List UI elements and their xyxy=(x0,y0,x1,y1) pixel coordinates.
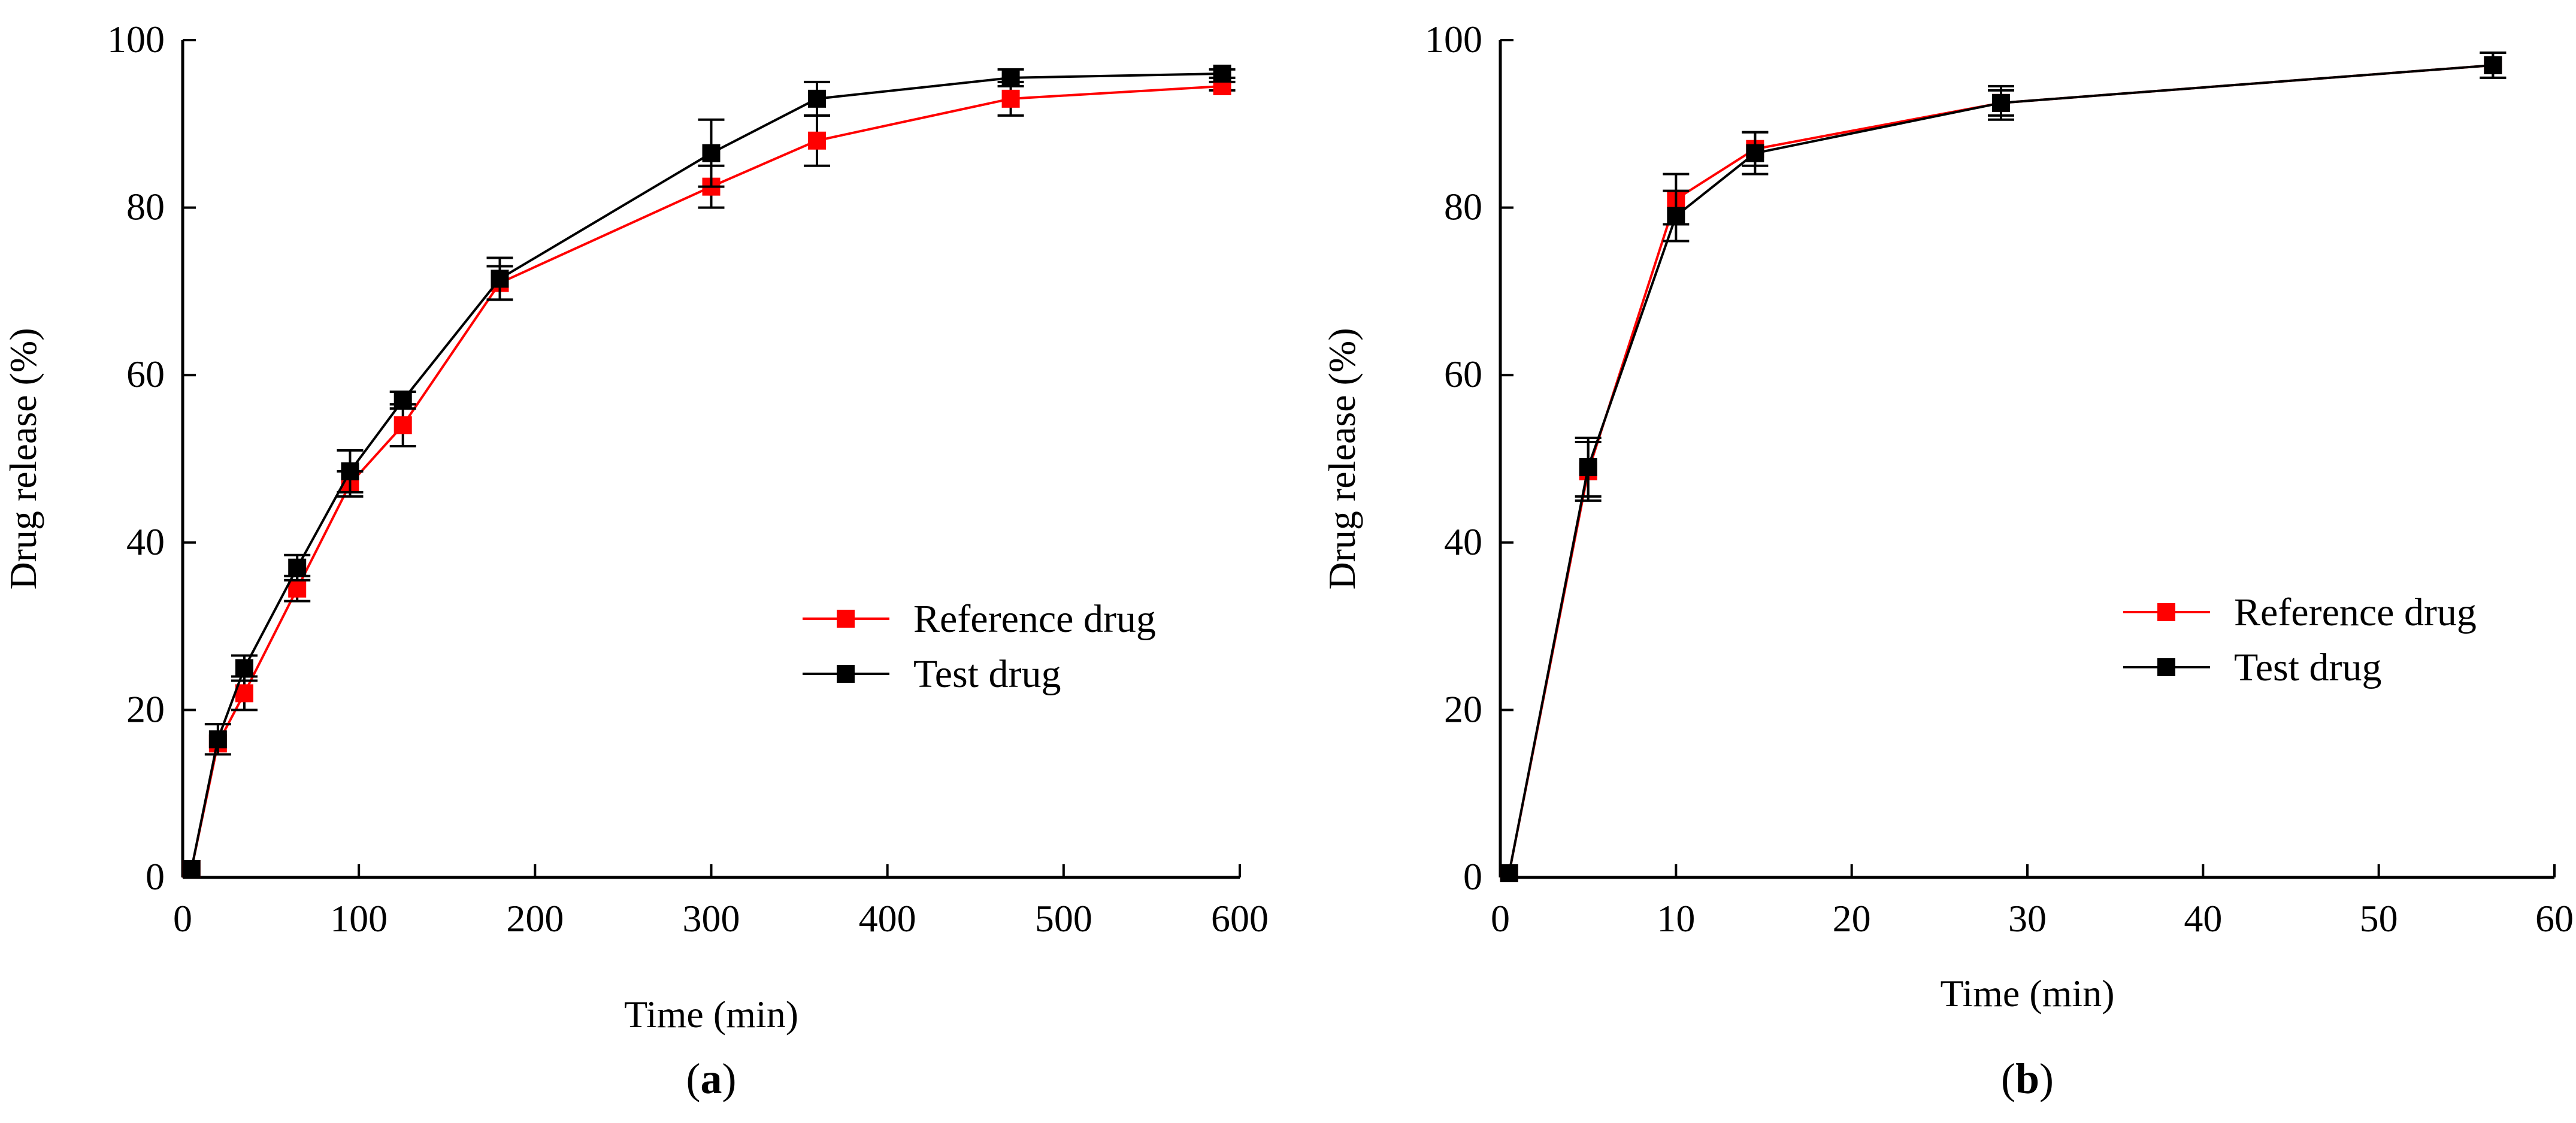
data-point xyxy=(2484,56,2502,74)
data-point xyxy=(288,558,307,577)
series-test xyxy=(182,64,1236,879)
legend-marker xyxy=(837,610,855,628)
panel-label: (a) xyxy=(686,1055,737,1103)
data-point xyxy=(341,462,359,480)
x-axis-title: Time (min) xyxy=(624,993,798,1036)
series-line xyxy=(1508,63,2493,874)
data-point xyxy=(491,270,509,288)
y-axis-title: Drug release (%) xyxy=(1321,328,1363,589)
panel-label: (b) xyxy=(2001,1055,2054,1103)
data-point xyxy=(1667,207,1685,225)
data-point xyxy=(1001,68,1020,87)
data-point xyxy=(1213,64,1231,83)
y-tick-label: 20 xyxy=(126,688,165,730)
legend-label: Reference drug xyxy=(2234,591,2477,634)
x-tick-label: 500 xyxy=(1035,897,1092,940)
x-tick-label: 30 xyxy=(2008,897,2047,940)
x-tick-label: 0 xyxy=(1491,897,1510,940)
x-tick-label: 600 xyxy=(1211,897,1269,940)
data-point xyxy=(393,416,412,435)
y-tick-label: 60 xyxy=(126,353,165,395)
x-tick-label: 300 xyxy=(683,897,740,940)
y-tick-label: 80 xyxy=(126,186,165,228)
panel-label-close: ) xyxy=(2039,1055,2054,1103)
y-tick-label: 60 xyxy=(1444,353,1482,395)
series-reference xyxy=(1500,51,2507,883)
y-tick-label: 40 xyxy=(126,520,165,563)
panel-label-open: ( xyxy=(2001,1055,2015,1103)
series-reference xyxy=(182,77,1236,879)
x-tick-label: 0 xyxy=(173,897,192,940)
y-tick-label: 80 xyxy=(1444,186,1482,228)
x-tick-label: 20 xyxy=(1833,897,1871,940)
data-point xyxy=(1579,458,1597,476)
panel-label-open: ( xyxy=(686,1055,701,1103)
panel-label-close: ) xyxy=(722,1055,737,1103)
legend-label: Test drug xyxy=(2234,646,2382,689)
data-point xyxy=(1500,864,1518,883)
panel-b: 0 20 40 60 80 100 0 10 20 30 40 50 60 Time (min) Drug … xyxy=(1321,18,2574,1103)
panel-a: 0 20 40 60 80 100 0 100 200 300 400 500 600 Time (min… xyxy=(2,18,1269,1103)
legend-marker xyxy=(2157,658,2175,676)
data-point xyxy=(393,391,412,410)
x-tick-label: 60 xyxy=(2535,897,2574,940)
y-tick-label: 100 xyxy=(107,18,165,60)
series-line xyxy=(1508,63,2493,874)
data-point xyxy=(208,730,227,749)
legend-marker xyxy=(2157,603,2175,621)
data-point xyxy=(808,89,826,108)
data-point xyxy=(1992,93,2010,112)
x-tick-label: 10 xyxy=(1657,897,1695,940)
y-tick-label: 20 xyxy=(1444,688,1482,730)
data-point xyxy=(1001,89,1020,108)
x-tick-label: 50 xyxy=(2360,897,2398,940)
panel-label-letter: a xyxy=(701,1055,722,1103)
panel-label-letter: b xyxy=(2015,1055,2039,1103)
data-point xyxy=(182,860,201,879)
series-test xyxy=(1500,51,2507,883)
data-point xyxy=(702,144,721,162)
y-axis-title: Drug release (%) xyxy=(2,328,44,589)
y-tick-label: 0 xyxy=(1463,855,1482,898)
y-tick-label: 100 xyxy=(1425,18,1482,60)
x-tick-label: 40 xyxy=(2184,897,2222,940)
legend-label: Test drug xyxy=(913,652,1061,696)
x-axis-title: Time (min) xyxy=(1941,972,2115,1015)
legend-marker xyxy=(837,665,855,683)
data-point xyxy=(1746,144,1764,162)
x-tick-label: 200 xyxy=(506,897,564,940)
legend-label: Reference drug xyxy=(913,597,1156,641)
x-tick-label: 100 xyxy=(330,897,388,940)
data-point xyxy=(808,131,826,150)
data-point xyxy=(235,659,253,677)
y-tick-label: 40 xyxy=(1444,520,1482,563)
x-tick-label: 400 xyxy=(859,897,916,940)
data-point xyxy=(288,579,307,598)
y-tick-label: 0 xyxy=(146,855,165,898)
